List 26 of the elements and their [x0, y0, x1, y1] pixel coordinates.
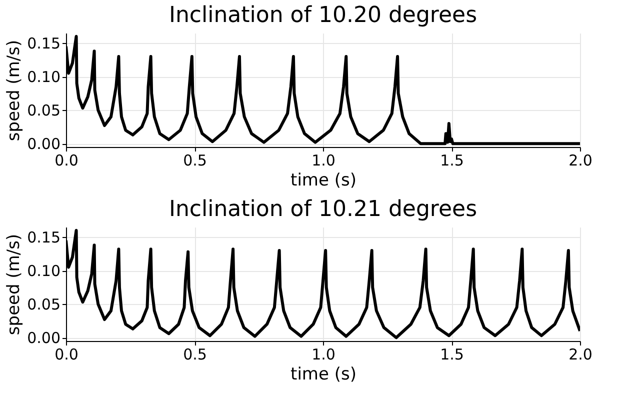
y-tick-label: 0.15: [27, 34, 60, 53]
y-tick-label: 0.15: [27, 228, 60, 247]
x-tick-label: 0.0: [54, 346, 78, 364]
x-tick-label: 2.0: [568, 346, 592, 364]
x-tick-label: 1.5: [440, 152, 464, 170]
x-tick-label: 1.0: [312, 346, 336, 364]
y-tick-label: 0.00: [27, 135, 60, 154]
x-axis-title: time (s): [290, 170, 356, 190]
x-tick-label: 0.0: [54, 152, 78, 170]
line-series: [66, 34, 580, 146]
chart-title: Inclination of 10.20 degrees: [168, 3, 478, 28]
line-series: [66, 228, 580, 340]
x-tick-label: 0.5: [183, 152, 207, 170]
y-tick-label: 0.05: [27, 296, 60, 314]
x-axis-title: time (s): [290, 364, 356, 384]
y-tick-label: 0.10: [27, 262, 60, 280]
y-axis-title: speed (m/s): [4, 40, 24, 142]
y-tick-label: 0.05: [27, 102, 60, 120]
x-tick-label: 2.0: [568, 152, 592, 170]
y-tick-label: 0.00: [27, 329, 60, 348]
x-tick-label: 1.5: [440, 346, 464, 364]
y-tick-label: 0.10: [27, 68, 60, 86]
y-axis-title: speed (m/s): [4, 234, 24, 336]
chart-title: Inclination of 10.21 degrees: [168, 197, 478, 222]
x-tick-label: 0.5: [183, 346, 207, 364]
x-tick-label: 1.0: [312, 152, 336, 170]
